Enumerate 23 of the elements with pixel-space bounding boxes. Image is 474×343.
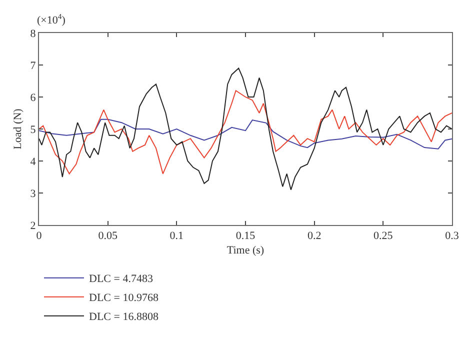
y-tick-label: 5 bbox=[30, 124, 36, 136]
x-tick-label: 0.05 bbox=[98, 230, 118, 242]
x-tick-label: 0.1 bbox=[170, 230, 184, 242]
x-tick-label: 0.15 bbox=[236, 230, 256, 242]
x-tick-label: 0.25 bbox=[374, 230, 394, 242]
x-axis-title: Time (s) bbox=[226, 244, 264, 256]
legend-label: DLC = 4.7483 bbox=[89, 273, 154, 286]
line-series bbox=[39, 90, 452, 174]
x-tick-label: 0.3 bbox=[445, 230, 460, 242]
x-tick-label: 0.2 bbox=[307, 230, 322, 242]
line-series bbox=[39, 68, 452, 190]
y-axis-title: Load (N) bbox=[12, 108, 24, 150]
x-tick-label: 0 bbox=[36, 230, 42, 242]
y-tick-label: 8 bbox=[30, 28, 36, 40]
y-tick-label: 2 bbox=[30, 220, 36, 232]
y-tick-label: 7 bbox=[30, 60, 36, 72]
legend-label: DLC = 10.9768 bbox=[89, 292, 159, 304]
y-tick-label: 3 bbox=[30, 188, 36, 200]
line-series bbox=[39, 118, 452, 150]
y-tick-label: 6 bbox=[30, 92, 36, 104]
y-tick-label: 4 bbox=[30, 156, 36, 168]
legend-label: DLC = 16.8808 bbox=[89, 311, 159, 324]
text: (×10$^{4}$) bbox=[37, 12, 66, 27]
